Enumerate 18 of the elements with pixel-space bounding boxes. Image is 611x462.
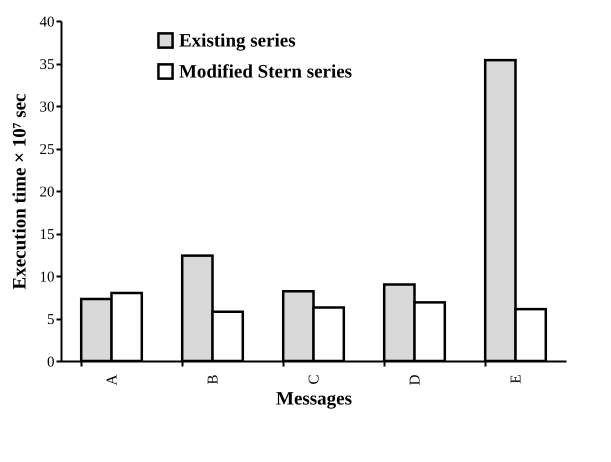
y-tick-label: 40 [40, 14, 54, 30]
y-tick-label: 10 [40, 270, 54, 286]
legend-label: Existing series [179, 30, 296, 52]
y-tick-label: 15 [40, 227, 54, 243]
legend-label: Modified Stern series [179, 62, 352, 82]
y-tick-label: 30 [40, 100, 54, 116]
x-tick-label: A [104, 374, 120, 386]
y-tick-label: 35 [40, 57, 54, 73]
y-tick-label: 25 [40, 142, 54, 158]
y-tick-label: 20 [40, 184, 54, 200]
y-tick-label: 5 [47, 312, 54, 328]
y-tick-label: 0 [47, 354, 54, 370]
x-axis-title: Messages [276, 388, 352, 410]
x-tick-label: C [306, 374, 322, 385]
x-tick-label: B [206, 374, 222, 385]
x-tick-label: E [508, 374, 524, 384]
y-axis-title: Execution time × 10⁷ sec [10, 94, 30, 290]
x-tick-label: D [408, 374, 424, 386]
